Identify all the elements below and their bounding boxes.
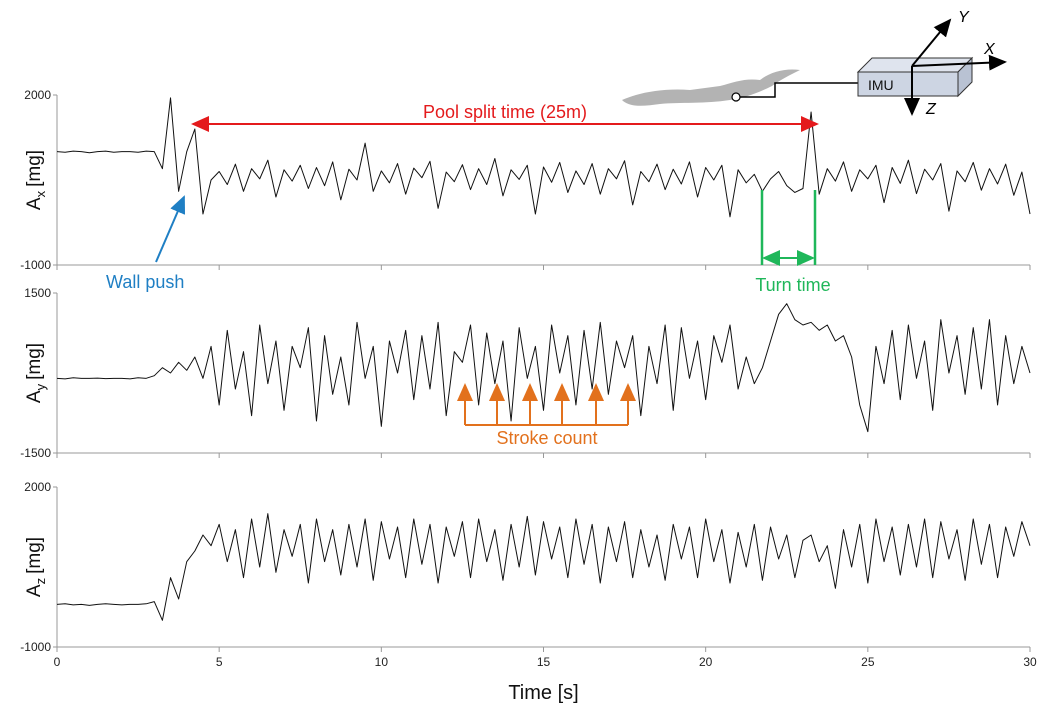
y-label-sub: x	[33, 190, 48, 197]
imu-label: IMU	[868, 77, 894, 93]
axis-x-arrow	[911, 54, 1007, 71]
stroke-arrows	[457, 383, 636, 426]
wall-arrow	[155, 195, 186, 263]
connector	[740, 82, 858, 98]
split-label: Pool split time (25m)	[423, 102, 587, 122]
imu-front	[857, 71, 959, 97]
y-label-unit: [mg]	[24, 343, 45, 380]
x-tick-label: 25	[861, 655, 875, 669]
y-label-symbol: A	[24, 390, 45, 403]
y-label-sub: y	[33, 383, 48, 390]
y-tick-label: -1000	[20, 258, 51, 272]
y-label-unit: [mg]	[24, 150, 45, 187]
axis-z-label: Z	[925, 101, 937, 118]
y-label: Ax [mg]	[24, 150, 48, 210]
axis-y-label: Y	[958, 9, 970, 26]
signal-line	[56, 97, 1031, 218]
x-tick-label: 20	[699, 655, 713, 669]
y-tick-label: 1500	[24, 286, 51, 300]
y-label-symbol: A	[24, 197, 45, 210]
y-label: Ay [mg]	[24, 343, 48, 403]
turn-label: Turn time	[755, 275, 830, 295]
y-label: Az [mg]	[24, 537, 48, 597]
signal-line	[56, 303, 1031, 433]
sensor	[731, 92, 741, 102]
y-tick-label: 2000	[24, 88, 51, 102]
x-tick-label: 15	[537, 655, 551, 669]
y-label-symbol: A	[24, 584, 45, 597]
y-label-unit: [mg]	[24, 537, 45, 574]
axis-x-label: X	[983, 41, 996, 58]
x-tick-label: 10	[375, 655, 389, 669]
y-tick-label: 2000	[24, 480, 51, 494]
x-label: Time [s]	[508, 682, 578, 704]
plots: -1000 2000 Ax [mg] -1500 1500 Ay [mg] -1000 2000 0…	[20, 88, 1037, 704]
swimmer	[622, 69, 800, 106]
signal-line	[56, 513, 1031, 621]
wall-label: Wall push	[106, 272, 184, 292]
x-tick-label: 5	[216, 655, 223, 669]
x-tick-label: 0	[54, 655, 61, 669]
axis-y-arrow	[911, 18, 952, 67]
y-label-sub: z	[33, 578, 48, 585]
x-tick-label: 30	[1023, 655, 1037, 669]
y-tick-label: -1000	[20, 640, 51, 654]
y-tick-label: -1500	[20, 446, 51, 460]
stroke-label: Stroke count	[496, 428, 597, 448]
